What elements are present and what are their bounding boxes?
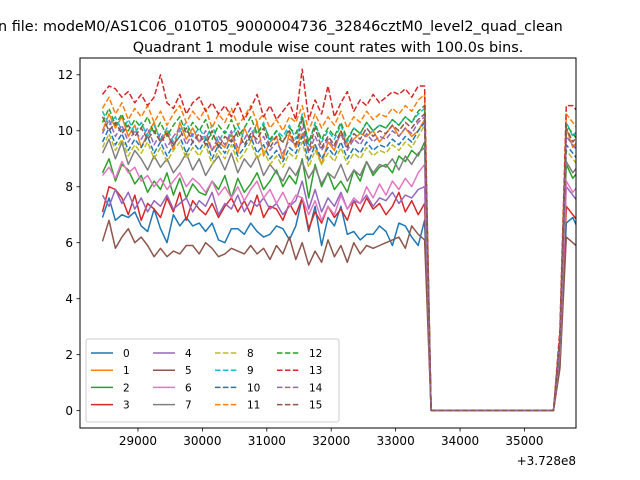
x-axis-offset-text: +3.728e8 (517, 454, 576, 468)
y-tick-label: 6 (65, 236, 73, 250)
y-axis: 0 2 4 6 8 10 12 (58, 68, 80, 418)
y-tick-label: 10 (58, 124, 73, 138)
x-tick-label: 34000 (441, 434, 479, 448)
x-tick-label: 29000 (119, 434, 157, 448)
legend-label-7: 7 (185, 400, 192, 412)
series-layer (101, 68, 576, 412)
x-tick-label: 35000 (505, 434, 543, 448)
legend-frame (85, 338, 340, 423)
legend-label-15: 15 (309, 400, 322, 412)
legend-label-13: 13 (309, 365, 322, 377)
legend-label-12: 12 (309, 348, 322, 360)
y-tick-label: 2 (65, 348, 73, 362)
x-tick-label: 32000 (312, 434, 350, 448)
legend-label-10: 10 (247, 382, 260, 394)
series-line-15 (101, 113, 576, 412)
y-tick-label: 12 (58, 68, 73, 82)
legend-label-6: 6 (185, 382, 192, 394)
y-tick-label: 4 (65, 292, 73, 306)
legend-label-5: 5 (185, 365, 192, 377)
chart-title: Quadrant 1 module wise count rates with … (133, 40, 524, 56)
legend-label-14: 14 (309, 382, 323, 394)
legend-label-3: 3 (123, 400, 130, 412)
x-tick-label: 31000 (248, 434, 286, 448)
x-tick-label: 30000 (183, 434, 221, 448)
legend-label-9: 9 (247, 365, 254, 377)
legend-label-4: 4 (185, 348, 192, 360)
y-tick-label: 0 (65, 404, 73, 418)
y-tick-label: 8 (65, 180, 73, 194)
figure-suptitle: n file: modeM0/AS1C06_010T05_9000004736_… (0, 19, 563, 35)
legend-label-11: 11 (247, 400, 260, 412)
legend-label-2: 2 (123, 382, 130, 394)
legend-label-0: 0 (123, 348, 130, 360)
legend-label-8: 8 (247, 348, 254, 360)
legend-label-1: 1 (123, 365, 130, 377)
x-axis: 29000 30000 31000 32000 33000 34000 35000 (119, 428, 544, 448)
x-tick-label: 33000 (377, 434, 415, 448)
